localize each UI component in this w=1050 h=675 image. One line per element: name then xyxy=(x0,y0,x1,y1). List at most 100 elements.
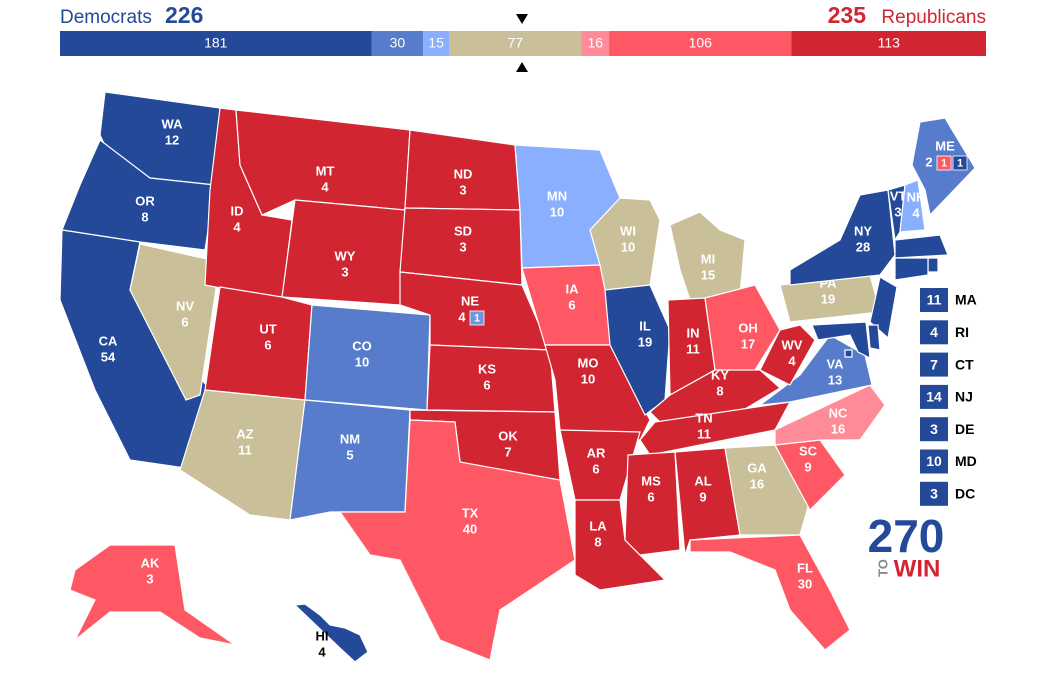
callout-abbr: CT xyxy=(955,356,974,372)
segment-label: 77 xyxy=(507,35,523,51)
state-abbr: KS xyxy=(478,361,496,376)
state-votes: 10 xyxy=(581,371,595,386)
callout-votes: 11 xyxy=(927,292,942,308)
split-votes: 1 xyxy=(474,312,480,324)
state-abbr: NH xyxy=(907,189,926,204)
state-abbr: GA xyxy=(747,460,767,475)
state-votes: 19 xyxy=(638,334,652,349)
state-votes: 4 xyxy=(788,353,796,368)
state-votes: 15 xyxy=(701,267,715,282)
state-shape xyxy=(894,234,949,259)
callout-votes: 7 xyxy=(930,356,938,372)
state-abbr: WA xyxy=(162,116,184,131)
segment-label: 15 xyxy=(428,35,444,51)
state-abbr: VT xyxy=(890,188,907,203)
state: AL9 xyxy=(674,447,741,556)
state-abbr: SD xyxy=(454,223,472,238)
state-shape xyxy=(869,276,898,340)
state: KS6 xyxy=(426,344,556,413)
callout-box xyxy=(920,481,948,506)
state-abbr: AZ xyxy=(236,426,253,441)
state-abbr: ME xyxy=(935,138,955,153)
state-votes: 3 xyxy=(894,204,901,219)
state-votes: 6 xyxy=(181,314,188,329)
state: SC9 xyxy=(774,439,846,511)
state-abbr: AL xyxy=(694,473,711,488)
callout-box xyxy=(920,417,948,442)
split-box xyxy=(952,155,968,171)
state-votes: 16 xyxy=(831,421,845,436)
state-abbr: LA xyxy=(589,518,607,533)
callout-box xyxy=(920,320,948,345)
segment-label: 113 xyxy=(878,35,901,51)
state-shape xyxy=(574,499,667,591)
state: MT4 xyxy=(235,109,411,216)
state xyxy=(811,321,871,360)
state-votes: 4 xyxy=(912,205,920,220)
state-votes: 6 xyxy=(483,377,490,392)
state: OR8 xyxy=(61,139,216,251)
state-shape xyxy=(639,401,792,456)
state-abbr: NE xyxy=(461,293,479,308)
state-abbr: OK xyxy=(498,428,518,443)
state-shape xyxy=(844,349,853,358)
state xyxy=(867,324,881,351)
bar-segment xyxy=(609,31,792,56)
state-votes: 9 xyxy=(699,489,706,504)
state-shape xyxy=(624,451,681,556)
bar-segment xyxy=(448,31,582,56)
dem-total: 226 xyxy=(165,2,203,28)
state-abbr: MI xyxy=(701,251,715,266)
state-shape xyxy=(179,389,306,521)
state: AK3 xyxy=(69,544,236,646)
state-votes: 10 xyxy=(550,204,564,219)
midpoint-arrow xyxy=(516,14,528,24)
state-votes: 6 xyxy=(264,337,271,352)
state-abbr: CA xyxy=(99,333,118,348)
callout-box xyxy=(920,384,948,409)
state: HI4 xyxy=(293,603,369,663)
split-votes: 1 xyxy=(957,157,963,169)
state-votes: 10 xyxy=(355,354,369,369)
state-abbr: KY xyxy=(711,367,729,382)
split-box xyxy=(469,310,485,326)
bar-segment xyxy=(581,31,610,56)
callout-box xyxy=(920,288,948,312)
midpoint-arrow xyxy=(516,62,528,72)
state: ND3 xyxy=(404,129,521,211)
state-shape xyxy=(689,534,851,651)
split-votes: 1 xyxy=(941,157,947,169)
state xyxy=(869,276,898,340)
state-abbr: FL xyxy=(797,560,813,575)
callout-votes: 10 xyxy=(926,453,942,469)
callout-votes: 4 xyxy=(930,324,938,340)
state-shape xyxy=(293,603,369,663)
state-shape xyxy=(669,211,746,301)
state-votes: 54 xyxy=(101,349,116,364)
callout-box xyxy=(920,449,948,474)
state-abbr: TN xyxy=(695,410,712,425)
state: AR6 xyxy=(559,429,641,501)
state-votes: 11 xyxy=(238,442,252,457)
state-abbr: ID xyxy=(231,203,244,218)
state-abbr: WI xyxy=(620,223,636,238)
state-votes: 8 xyxy=(141,209,148,224)
callout-votes: 14 xyxy=(926,389,942,405)
state-votes: 30 xyxy=(798,576,812,591)
state-shape xyxy=(894,257,929,281)
state-shape xyxy=(867,324,881,351)
state-shape xyxy=(426,344,556,413)
state: WY3 xyxy=(281,199,406,306)
callout-abbr: MA xyxy=(955,292,977,308)
state-votes: 3 xyxy=(341,264,348,279)
state-abbr: VA xyxy=(826,356,844,371)
callout-votes: 3 xyxy=(930,486,938,502)
state: LA8 xyxy=(574,499,667,591)
state-votes: 19 xyxy=(821,291,835,306)
